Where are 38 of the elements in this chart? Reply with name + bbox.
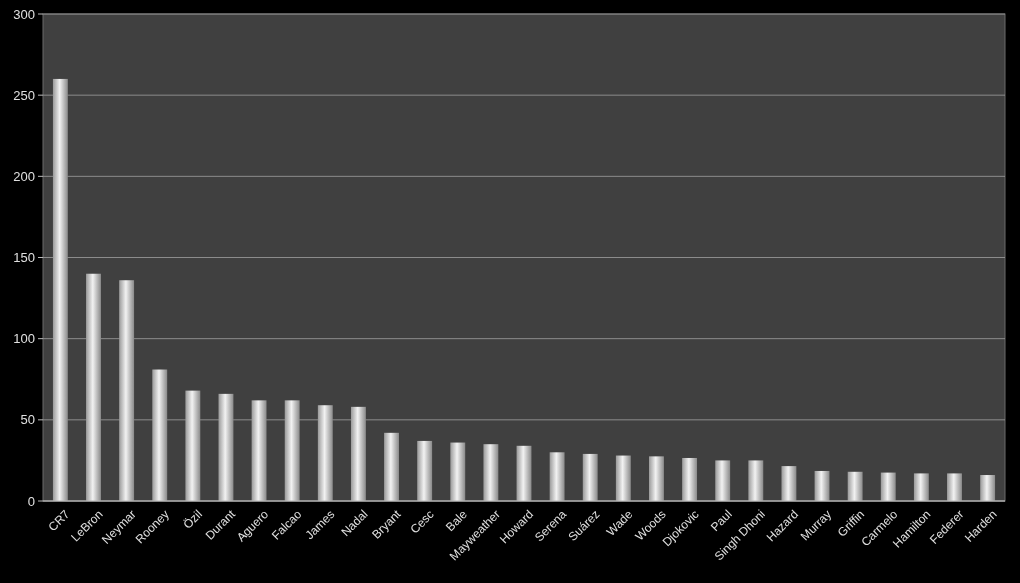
y-tick-label: 100 <box>13 331 35 347</box>
y-tick-label: 150 <box>13 250 35 266</box>
bar <box>847 471 863 501</box>
bar <box>781 466 797 501</box>
bar <box>350 406 366 501</box>
y-tick-label: 300 <box>13 6 35 22</box>
bar <box>516 445 532 501</box>
bar <box>549 452 565 501</box>
bar <box>715 460 731 501</box>
bar <box>483 444 499 501</box>
bar <box>284 400 300 501</box>
y-tick-label: 0 <box>27 493 35 509</box>
bar <box>880 472 896 501</box>
bar <box>582 453 598 501</box>
bar <box>615 455 631 501</box>
y-tick-label: 200 <box>13 168 35 184</box>
bar <box>913 473 929 501</box>
bar <box>218 393 234 501</box>
bar <box>86 273 101 501</box>
bar <box>682 457 698 501</box>
bar <box>947 473 962 501</box>
bar <box>748 460 764 501</box>
bar <box>251 400 267 501</box>
bar <box>185 390 201 501</box>
bar <box>649 456 664 501</box>
y-tick-label: 50 <box>20 412 35 428</box>
bar <box>384 432 399 501</box>
y-tick-label: 250 <box>13 87 35 103</box>
bar <box>450 442 466 501</box>
bar <box>119 280 135 501</box>
x-tick-label: CR7 <box>45 506 73 535</box>
bar <box>152 369 168 501</box>
bar <box>980 475 996 501</box>
bar <box>317 405 333 501</box>
x-tick-label: Özil <box>180 507 205 532</box>
bar <box>814 470 830 501</box>
bar <box>417 440 433 501</box>
bar <box>52 78 68 501</box>
